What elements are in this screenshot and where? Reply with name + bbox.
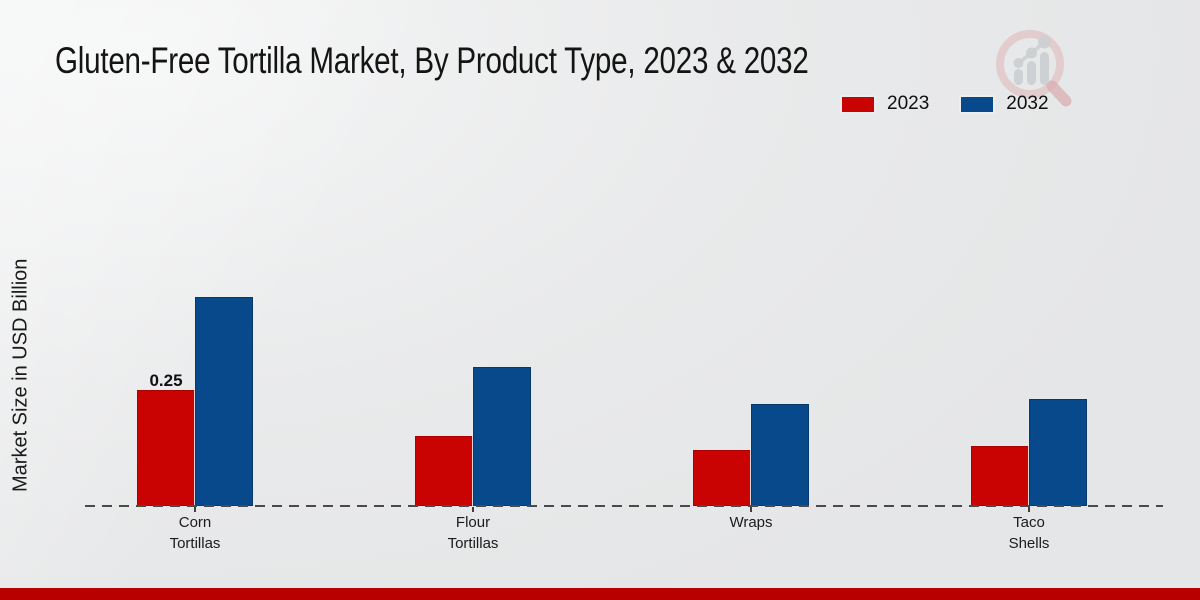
category-label-flour-tortillas: Flour Tortillas [447,514,499,552]
legend-item-2023: 2023 [840,93,929,115]
legend-swatch-2032 [959,94,996,114]
x-axis-tick-flour-tortillas [472,507,474,512]
legend-label-2032: 2032 [1006,93,1049,114]
legend: 2023 2032 [840,93,1049,115]
brand-watermark magnifier-growth-icon [996,30,1072,107]
y-axis-label: Market Size in USD Billion [9,258,32,492]
bar-2023-taco-shells [971,446,1029,506]
category-label-wraps: Wraps [729,514,773,531]
bar-2032-taco-shells [1029,399,1087,506]
bar-2032-corn-tortillas [195,297,253,506]
x-axis-tick-corn-tortillas [194,507,196,512]
legend-item-2032: 2032 [959,93,1049,115]
bar-2023-flour-tortillas [415,436,473,506]
footer-bar [0,588,1200,600]
category-label-taco-shells: Taco Shells [1008,514,1050,552]
bar-2023-wraps [693,450,751,506]
legend-swatch-2023 [840,94,876,114]
category-label-corn-tortillas: Corn Tortillas [169,514,221,552]
bar-2032-wraps [751,404,809,506]
bar-2023-corn-tortillas [137,390,195,506]
bar-2032-flour-tortillas [473,367,531,506]
value-label-2023-corn-tortillas: 0.25 [149,371,183,390]
legend-label-2023: 2023 [887,93,930,114]
chart-title: Gluten-Free Tortilla Market, By Product … [55,40,809,81]
x-axis-tick-wraps [750,507,752,512]
x-axis-baseline [85,505,1163,507]
x-axis-tick-taco-shells [1028,507,1030,512]
